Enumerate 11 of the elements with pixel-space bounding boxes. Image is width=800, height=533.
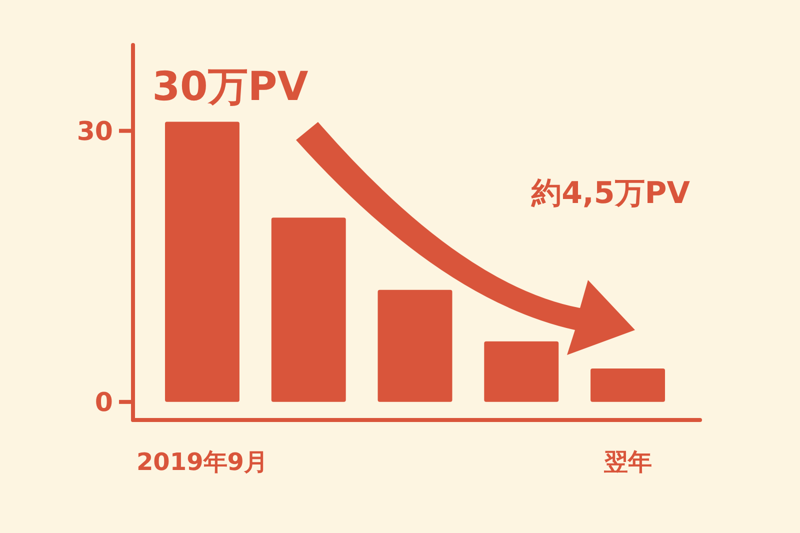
annotation: 約4,5万PV	[530, 176, 691, 211]
bar	[271, 218, 346, 402]
bar	[590, 368, 665, 402]
x-tick-label: 翌年	[602, 448, 652, 476]
bar	[165, 122, 240, 402]
annotation: 30万PV	[152, 64, 308, 110]
bar	[378, 290, 452, 402]
x-tick-label: 2019年9月	[136, 448, 268, 476]
y-tick-label: 0	[94, 388, 113, 418]
bar	[484, 341, 559, 402]
y-tick-label: 30	[76, 116, 113, 147]
